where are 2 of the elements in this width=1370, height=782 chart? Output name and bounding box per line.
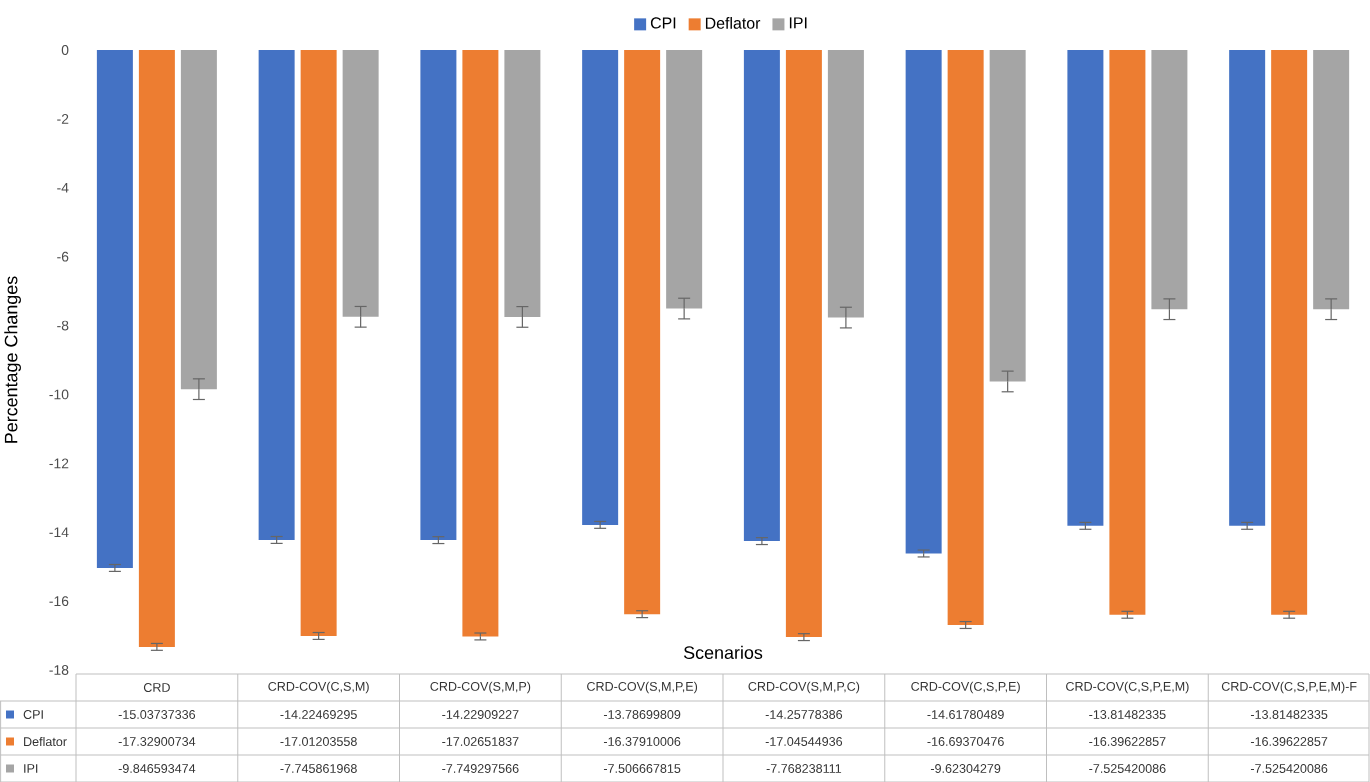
y-axis-title: Percentage Changes [4, 276, 21, 443]
x-axis-title: Scenarios [683, 645, 763, 659]
